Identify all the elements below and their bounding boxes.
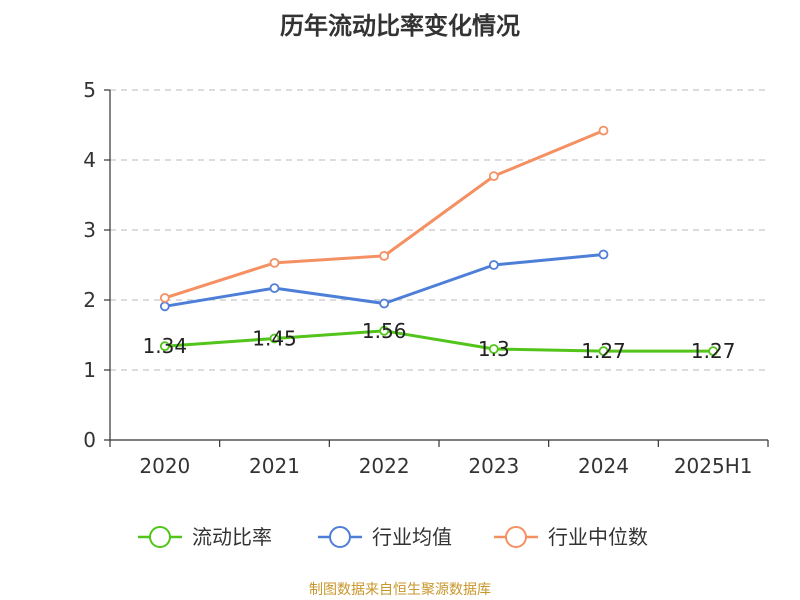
data-point[interactable] <box>598 346 609 357</box>
data-point[interactable] <box>159 292 170 303</box>
legend-item[interactable]: 流动比率 <box>138 525 272 549</box>
data-label: 1.45 <box>252 327 297 351</box>
series-line <box>163 329 715 353</box>
data-point[interactable] <box>159 301 170 312</box>
series-line <box>163 129 605 300</box>
legend-label: 行业均值 <box>372 525 452 549</box>
source-note: 制图数据来自恒生聚源数据库 <box>309 582 491 598</box>
data-point[interactable] <box>708 346 719 357</box>
y-tick-label: 5 <box>83 78 96 102</box>
gridlines <box>110 89 768 371</box>
data-point[interactable] <box>598 125 609 136</box>
legend-marker-icon <box>329 526 351 548</box>
legend-label: 行业中位数 <box>548 525 648 549</box>
legend-marker-icon <box>505 526 527 548</box>
y-tick-label: 1 <box>83 358 96 382</box>
data-label: 1.27 <box>581 339 626 363</box>
data-point[interactable] <box>598 249 609 260</box>
data-point[interactable] <box>488 344 499 354</box>
series-line <box>163 253 605 308</box>
series-1 <box>159 325 719 357</box>
x-tick-label: 2025H1 <box>674 454 753 478</box>
data-point[interactable] <box>269 283 280 294</box>
x-tick-label: 2020 <box>139 454 190 478</box>
chart-title: 历年流动比率变化情况 <box>280 12 520 40</box>
y-tick-label: 4 <box>83 148 96 172</box>
data-point[interactable] <box>379 298 390 309</box>
data-point[interactable] <box>269 333 280 344</box>
series-lines <box>159 125 719 357</box>
x-tick-label: 2022 <box>359 454 410 478</box>
axes: 0 1 2 3 4 5 2020 2021 2022 2023 2024 2025H1 <box>83 78 769 478</box>
x-tick-label: 2021 <box>249 454 300 478</box>
series-2 <box>159 249 609 312</box>
series-3 <box>159 125 609 303</box>
data-point[interactable] <box>488 171 499 182</box>
data-point[interactable] <box>159 341 170 352</box>
legend-item[interactable]: 行业均值 <box>318 525 452 549</box>
data-label: 1.27 <box>691 339 736 363</box>
y-tick-label: 0 <box>83 428 96 452</box>
legend[interactable]: 流动比率 行业均值 行业中位数 <box>138 525 648 549</box>
data-point[interactable] <box>488 260 499 270</box>
data-label: 1.56 <box>362 319 407 343</box>
data-label: 1.3 <box>478 337 510 361</box>
y-tick-label: 3 <box>83 218 96 242</box>
data-point[interactable] <box>379 325 390 336</box>
legend-marker-icon <box>149 526 171 548</box>
x-tick-label: 2024 <box>578 454 629 478</box>
x-tick-label: 2023 <box>468 454 519 478</box>
data-point[interactable] <box>379 250 390 261</box>
legend-item[interactable]: 行业中位数 <box>494 525 648 549</box>
y-tick-label: 2 <box>83 288 96 312</box>
data-point[interactable] <box>269 257 280 268</box>
legend-label: 流动比率 <box>192 525 272 549</box>
data-labels: 1.34 1.45 1.56 1.3 1.27 1.27 <box>143 319 736 363</box>
data-label: 1.34 <box>143 334 188 358</box>
